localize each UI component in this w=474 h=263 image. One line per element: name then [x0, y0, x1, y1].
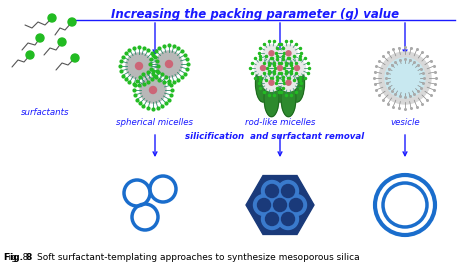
Circle shape — [277, 65, 283, 70]
Text: Increasing the packing parameter (g) value: Increasing the packing parameter (g) val… — [111, 8, 399, 21]
Circle shape — [277, 180, 299, 201]
Ellipse shape — [264, 79, 279, 117]
Circle shape — [269, 51, 274, 56]
Circle shape — [48, 14, 56, 22]
Circle shape — [263, 45, 280, 62]
Circle shape — [257, 199, 271, 211]
Circle shape — [58, 38, 66, 46]
Circle shape — [379, 52, 431, 104]
Circle shape — [149, 87, 156, 94]
Text: vesicle: vesicle — [390, 118, 420, 127]
Circle shape — [282, 213, 294, 225]
Ellipse shape — [290, 64, 304, 102]
Circle shape — [261, 65, 265, 70]
Circle shape — [280, 45, 297, 62]
Circle shape — [140, 77, 166, 103]
Text: surfactants: surfactants — [21, 108, 69, 117]
Ellipse shape — [273, 64, 288, 102]
Text: Fig. 8: Fig. 8 — [4, 253, 32, 262]
Circle shape — [71, 54, 79, 62]
Circle shape — [290, 199, 302, 211]
Circle shape — [126, 53, 152, 79]
Circle shape — [272, 59, 289, 77]
Circle shape — [269, 80, 274, 85]
Circle shape — [136, 63, 143, 69]
Circle shape — [156, 51, 182, 77]
Ellipse shape — [281, 49, 296, 87]
Circle shape — [294, 65, 300, 70]
Text: spherical micelles: spherical micelles — [117, 118, 193, 127]
Circle shape — [265, 213, 279, 225]
Circle shape — [286, 51, 291, 56]
Circle shape — [26, 51, 34, 59]
Circle shape — [255, 59, 272, 77]
Circle shape — [68, 18, 76, 26]
Circle shape — [270, 195, 291, 215]
Text: silicification  and surfactant removal: silicification and surfactant removal — [185, 132, 365, 141]
Ellipse shape — [281, 79, 296, 117]
Circle shape — [165, 60, 173, 68]
Circle shape — [385, 58, 425, 98]
Circle shape — [273, 199, 286, 211]
Circle shape — [262, 180, 283, 201]
Ellipse shape — [255, 64, 271, 102]
Ellipse shape — [264, 49, 279, 87]
Circle shape — [285, 195, 307, 215]
Circle shape — [254, 195, 274, 215]
Circle shape — [289, 59, 306, 77]
Text: rod-like micelles: rod-like micelles — [245, 118, 315, 127]
Circle shape — [262, 209, 283, 230]
Circle shape — [282, 185, 294, 198]
Text: Fig. 8   Soft surfactant-templating approaches to synthesize mesoporous silica: Fig. 8 Soft surfactant-templating approa… — [4, 253, 360, 262]
Circle shape — [286, 80, 291, 85]
Circle shape — [277, 209, 299, 230]
Circle shape — [263, 74, 280, 91]
Circle shape — [36, 34, 44, 42]
Circle shape — [265, 185, 279, 198]
Circle shape — [280, 74, 297, 91]
